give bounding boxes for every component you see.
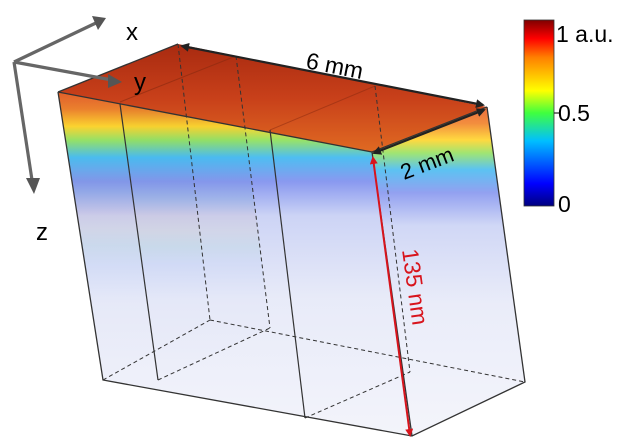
x-arrow-head — [92, 16, 106, 30]
front-divider-1 — [119, 103, 159, 381]
depth-dimension-arrow — [372, 108, 486, 155]
y-axis-label: y — [134, 69, 146, 96]
colorbar-min-label: 0 — [558, 191, 571, 217]
front-face — [58, 92, 412, 436]
colorbar-gradient — [523, 19, 555, 207]
colorbar-max-label: 1 a.u. — [556, 21, 614, 47]
height-dimension-arrow — [369, 156, 414, 437]
z-arrow-head — [26, 178, 40, 194]
coordinate-axes: x y z — [12, 16, 146, 246]
width-dimension-arrow — [180, 42, 485, 109]
z-axis-label: z — [36, 219, 48, 246]
x-axis-label: x — [126, 19, 138, 46]
colorbar: 1 a.u. 0.5 0 — [523, 19, 614, 217]
volume-box — [57, 43, 526, 437]
front-divider-2 — [269, 129, 306, 419]
colorbar-mid-label: 0.5 — [558, 100, 590, 126]
y-arrow-head — [108, 74, 122, 88]
